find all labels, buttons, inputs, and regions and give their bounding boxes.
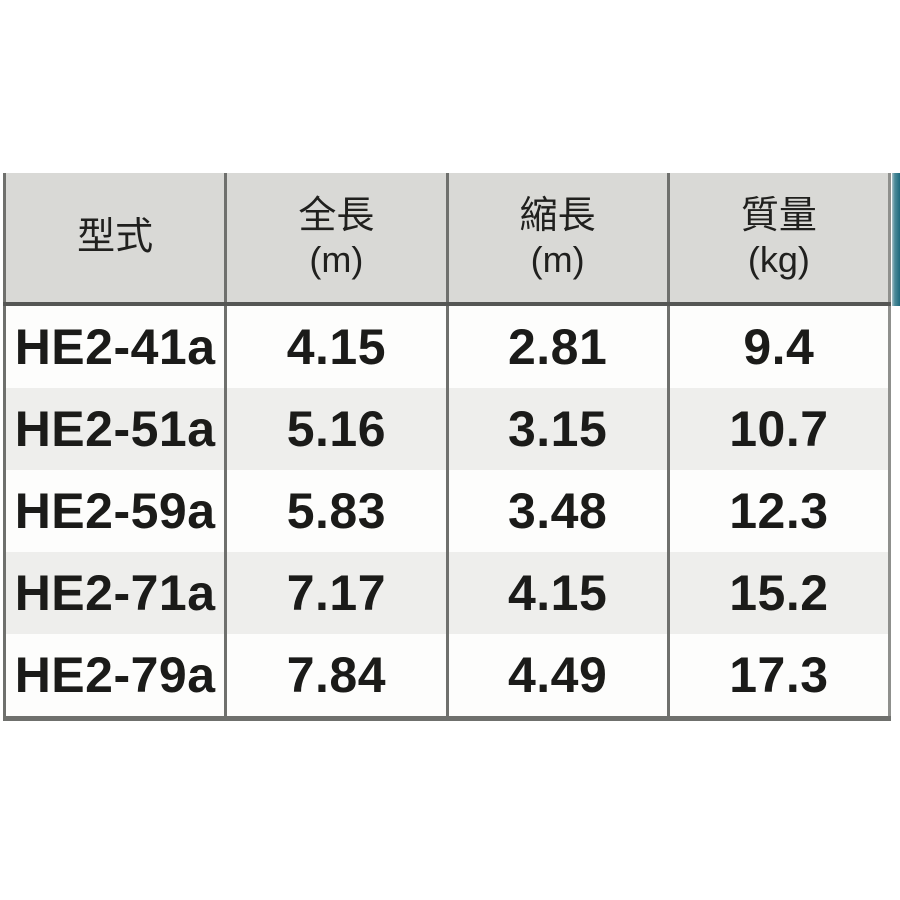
cell-full-length: 5.16 <box>224 388 447 470</box>
column-header-collapsed-length-unit: (m) <box>530 238 585 280</box>
cell-model: HE2-59a <box>14 483 216 539</box>
cell-collapsed-length: 3.15 <box>445 388 669 470</box>
header-row: 型式 全長 (m) 縮長 (m) 質量 (kg) <box>4 173 890 306</box>
column-header-full-length: 全長 (m) <box>224 173 447 306</box>
cell-model: HE2-51a <box>14 401 216 457</box>
cell-model: HE2-71a <box>14 565 216 621</box>
column-header-weight-label: 質量 <box>740 194 817 237</box>
teal-edge-decoration <box>892 173 900 306</box>
cell-full-length: 7.17 <box>224 552 447 634</box>
cell-full-length: 7.84 <box>224 634 447 719</box>
column-header-collapsed-length: 縮長 (m) <box>445 173 669 306</box>
column-header-full-length-label: 全長 <box>298 194 375 237</box>
cell-collapsed-length: 3.48 <box>445 470 669 552</box>
column-header-model-label: 型式 <box>77 216 154 259</box>
cell-weight: 12.3 <box>666 470 890 552</box>
spec-table-body: HE2-41a 4.15 2.81 9.4 HE2-51a 5.16 3.15 … <box>4 304 890 719</box>
cell-weight: 17.3 <box>666 634 890 719</box>
column-header-model: 型式 <box>4 173 226 306</box>
table-row: HE2-41a 4.15 2.81 9.4 <box>4 304 890 388</box>
spec-table-header: 型式 全長 (m) 縮長 (m) 質量 (kg) <box>4 173 890 306</box>
cell-collapsed-length: 4.49 <box>445 634 669 719</box>
column-header-full-length-unit: (m) <box>309 238 364 280</box>
cell-full-length: 5.83 <box>224 470 447 552</box>
cell-collapsed-length: 4.15 <box>445 552 669 634</box>
cell-collapsed-length: 2.81 <box>445 304 669 388</box>
cell-weight: 10.7 <box>666 388 890 470</box>
column-header-collapsed-length-label: 縮長 <box>519 194 596 237</box>
table-row: HE2-59a 5.83 3.48 12.3 <box>4 470 890 552</box>
cell-weight: 15.2 <box>666 552 890 634</box>
cell-weight: 9.4 <box>666 304 890 388</box>
table-row: HE2-71a 7.17 4.15 15.2 <box>4 552 890 634</box>
spec-table-container: 型式 全長 (m) 縮長 (m) 質量 (kg) HE2-41a <box>3 173 891 721</box>
table-row: HE2-79a 7.84 4.49 17.3 <box>4 634 890 719</box>
column-header-weight-unit: (kg) <box>747 238 810 280</box>
column-header-weight: 質量 (kg) <box>666 173 890 306</box>
cell-full-length: 4.15 <box>224 304 447 388</box>
cell-model: HE2-41a <box>14 319 216 375</box>
spec-table: 型式 全長 (m) 縮長 (m) 質量 (kg) HE2-41a <box>3 173 891 721</box>
cell-model: HE2-79a <box>14 647 216 703</box>
table-row: HE2-51a 5.16 3.15 10.7 <box>4 388 890 470</box>
